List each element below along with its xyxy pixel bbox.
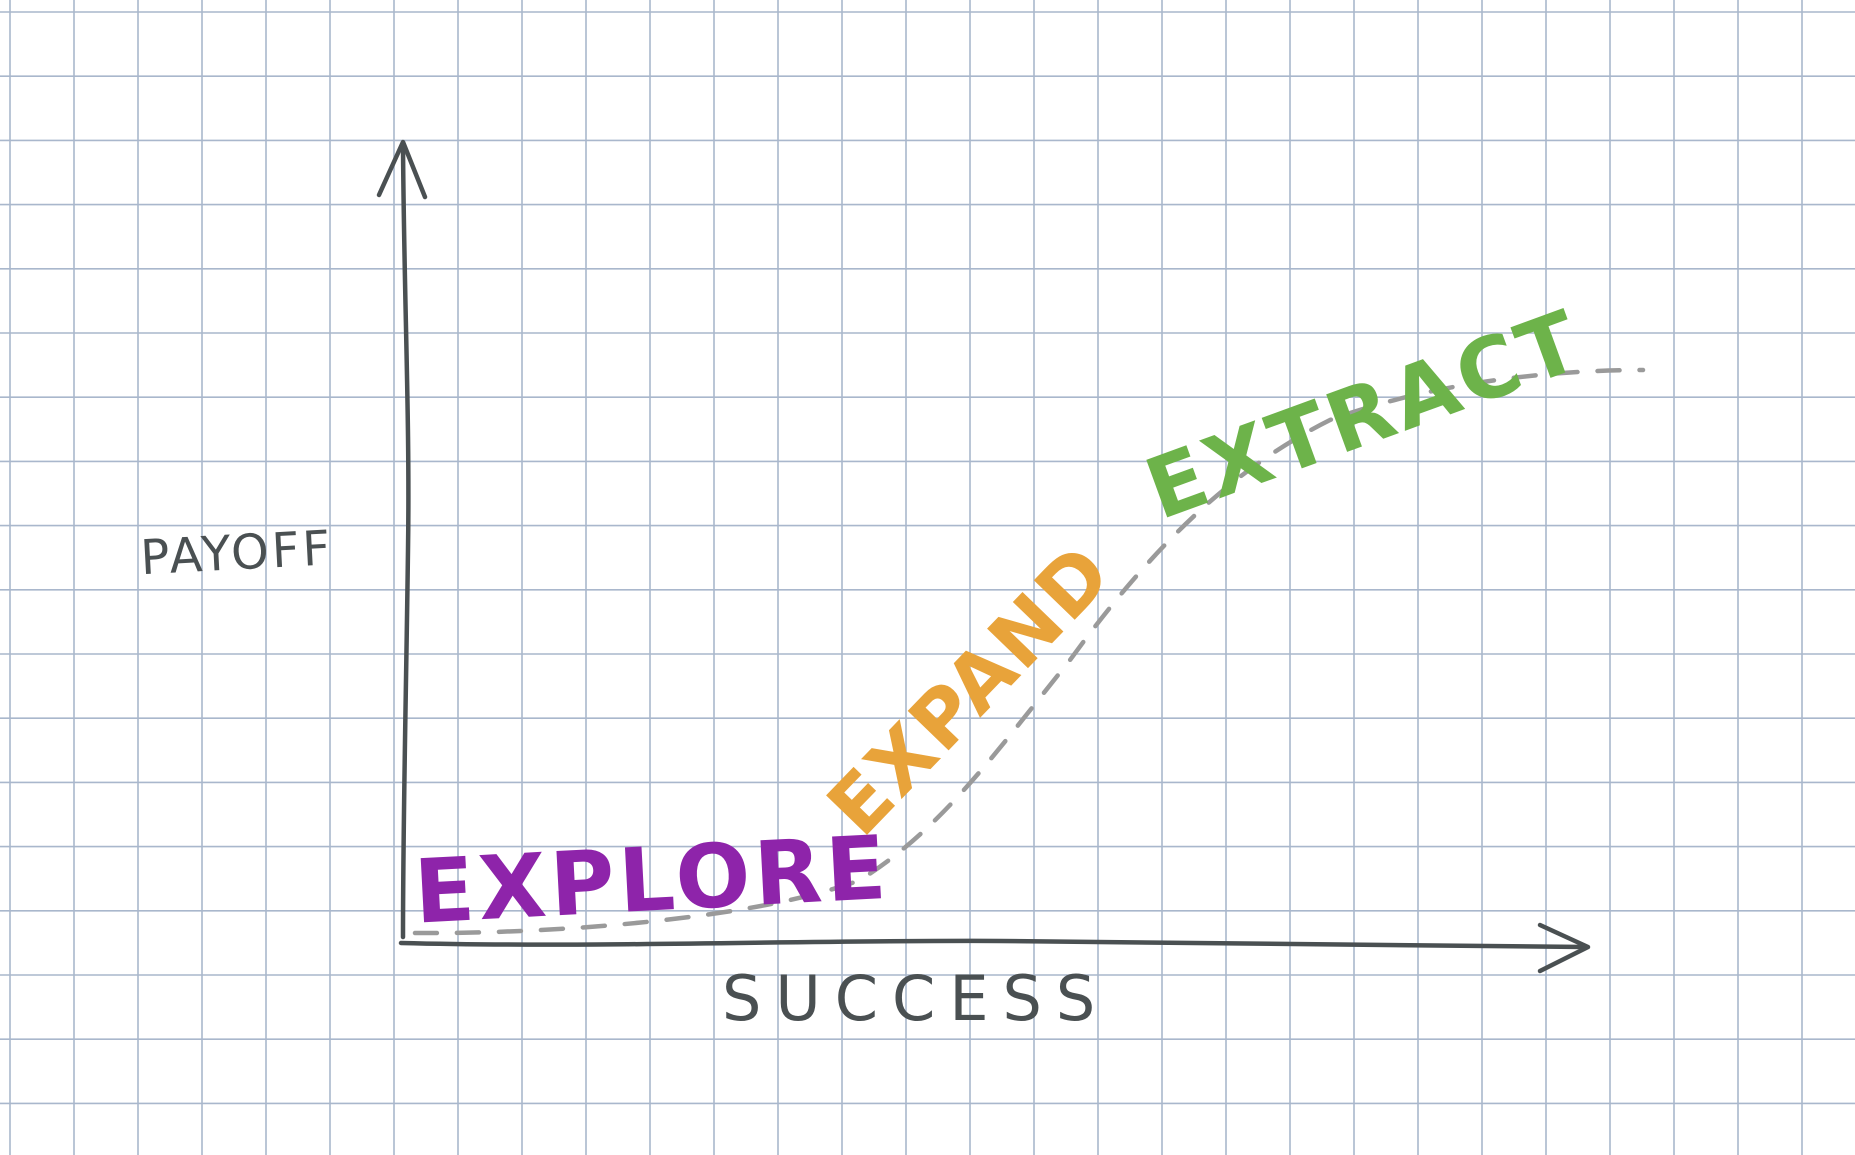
y-axis [376, 139, 428, 940]
x-axis-arrowhead [1537, 922, 1591, 974]
y-axis-label: PAYOFF [139, 520, 334, 586]
phase-explore-label: EXPLORE [412, 816, 893, 944]
x-axis-label: SUCCESS [722, 962, 1109, 1035]
y-axis-arrowhead [376, 139, 428, 200]
y-axis-line [400, 142, 411, 940]
x-axis-line [398, 938, 1588, 950]
x-axis [398, 922, 1591, 974]
